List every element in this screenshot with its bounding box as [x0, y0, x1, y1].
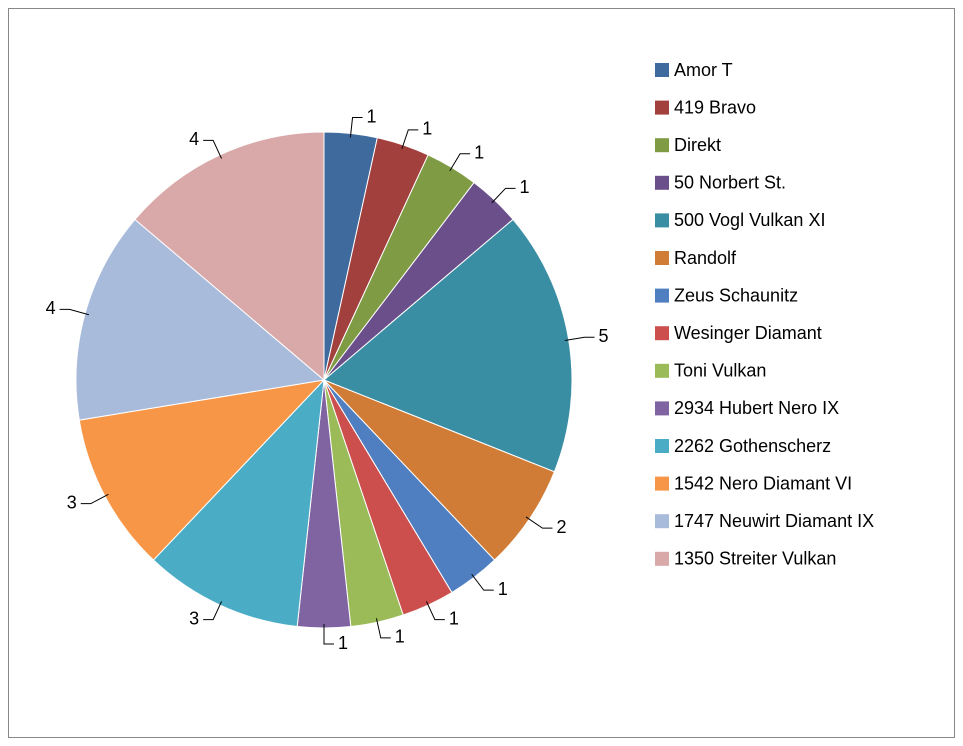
legend-swatch [655, 439, 669, 453]
legend-swatch [655, 514, 669, 529]
legend-swatch [655, 213, 669, 228]
leader-line [59, 308, 90, 316]
data-label: 5 [599, 326, 609, 346]
legend-label: Toni Vulkan [674, 361, 766, 381]
legend-label: 419 Bravo [674, 97, 756, 117]
legend-label: Randolf [674, 248, 737, 268]
legend-swatch [655, 476, 669, 491]
legend-swatch [655, 175, 669, 190]
data-label: 4 [46, 298, 56, 318]
leader-line [425, 601, 445, 621]
data-label: 1 [338, 633, 348, 653]
data-label: 2 [557, 517, 567, 537]
leader-line [203, 139, 223, 159]
legend-swatch [655, 288, 669, 303]
legend-label: 1350 Streiter Vulkan [674, 549, 836, 569]
leader-line [564, 336, 595, 342]
data-label: 1 [422, 119, 432, 139]
data-label: 3 [189, 608, 199, 628]
legend-label: 50 Norbert St. [674, 173, 786, 193]
data-label: 1 [449, 608, 459, 628]
legend-swatch [655, 100, 669, 115]
data-label: 1 [520, 177, 530, 197]
legend-swatch [655, 401, 669, 416]
leader-line [525, 516, 553, 529]
data-label: 1 [474, 143, 484, 163]
leader-line [471, 573, 494, 591]
legend-swatch [655, 551, 669, 566]
legend-label: 1747 Neuwirt Diamant IX [674, 511, 874, 531]
leader-line [349, 117, 363, 138]
legend-label: Direkt [674, 135, 721, 155]
legend-label: Amor T [674, 60, 733, 80]
legend-label: Wesinger Diamant [674, 323, 822, 343]
legend-label: 500 Vogl Vulkan XI [674, 210, 825, 230]
legend-label: 2262 Gothenscherz [674, 436, 831, 456]
leader-line [401, 129, 419, 149]
data-label: 3 [67, 492, 77, 512]
legend-swatch [655, 251, 669, 265]
leader-line [323, 624, 334, 645]
leader-line [449, 153, 471, 172]
data-label: 1 [395, 627, 405, 647]
leader-line [491, 187, 516, 204]
leader-line [203, 601, 223, 621]
legend-swatch [655, 363, 669, 378]
leader-line [80, 493, 109, 505]
legend-label: Zeus Schaunitz [674, 285, 798, 305]
legend-swatch [655, 63, 669, 77]
data-label: 1 [367, 106, 377, 126]
leader-line [375, 618, 391, 639]
legend-swatch [655, 326, 669, 341]
legend-label: 1542 Nero Diamant VI [674, 473, 852, 493]
legend-label: 2934 Hubert Nero IX [674, 398, 839, 418]
data-label: 4 [189, 129, 199, 149]
legend-swatch [655, 138, 669, 153]
data-label: 1 [498, 579, 508, 599]
